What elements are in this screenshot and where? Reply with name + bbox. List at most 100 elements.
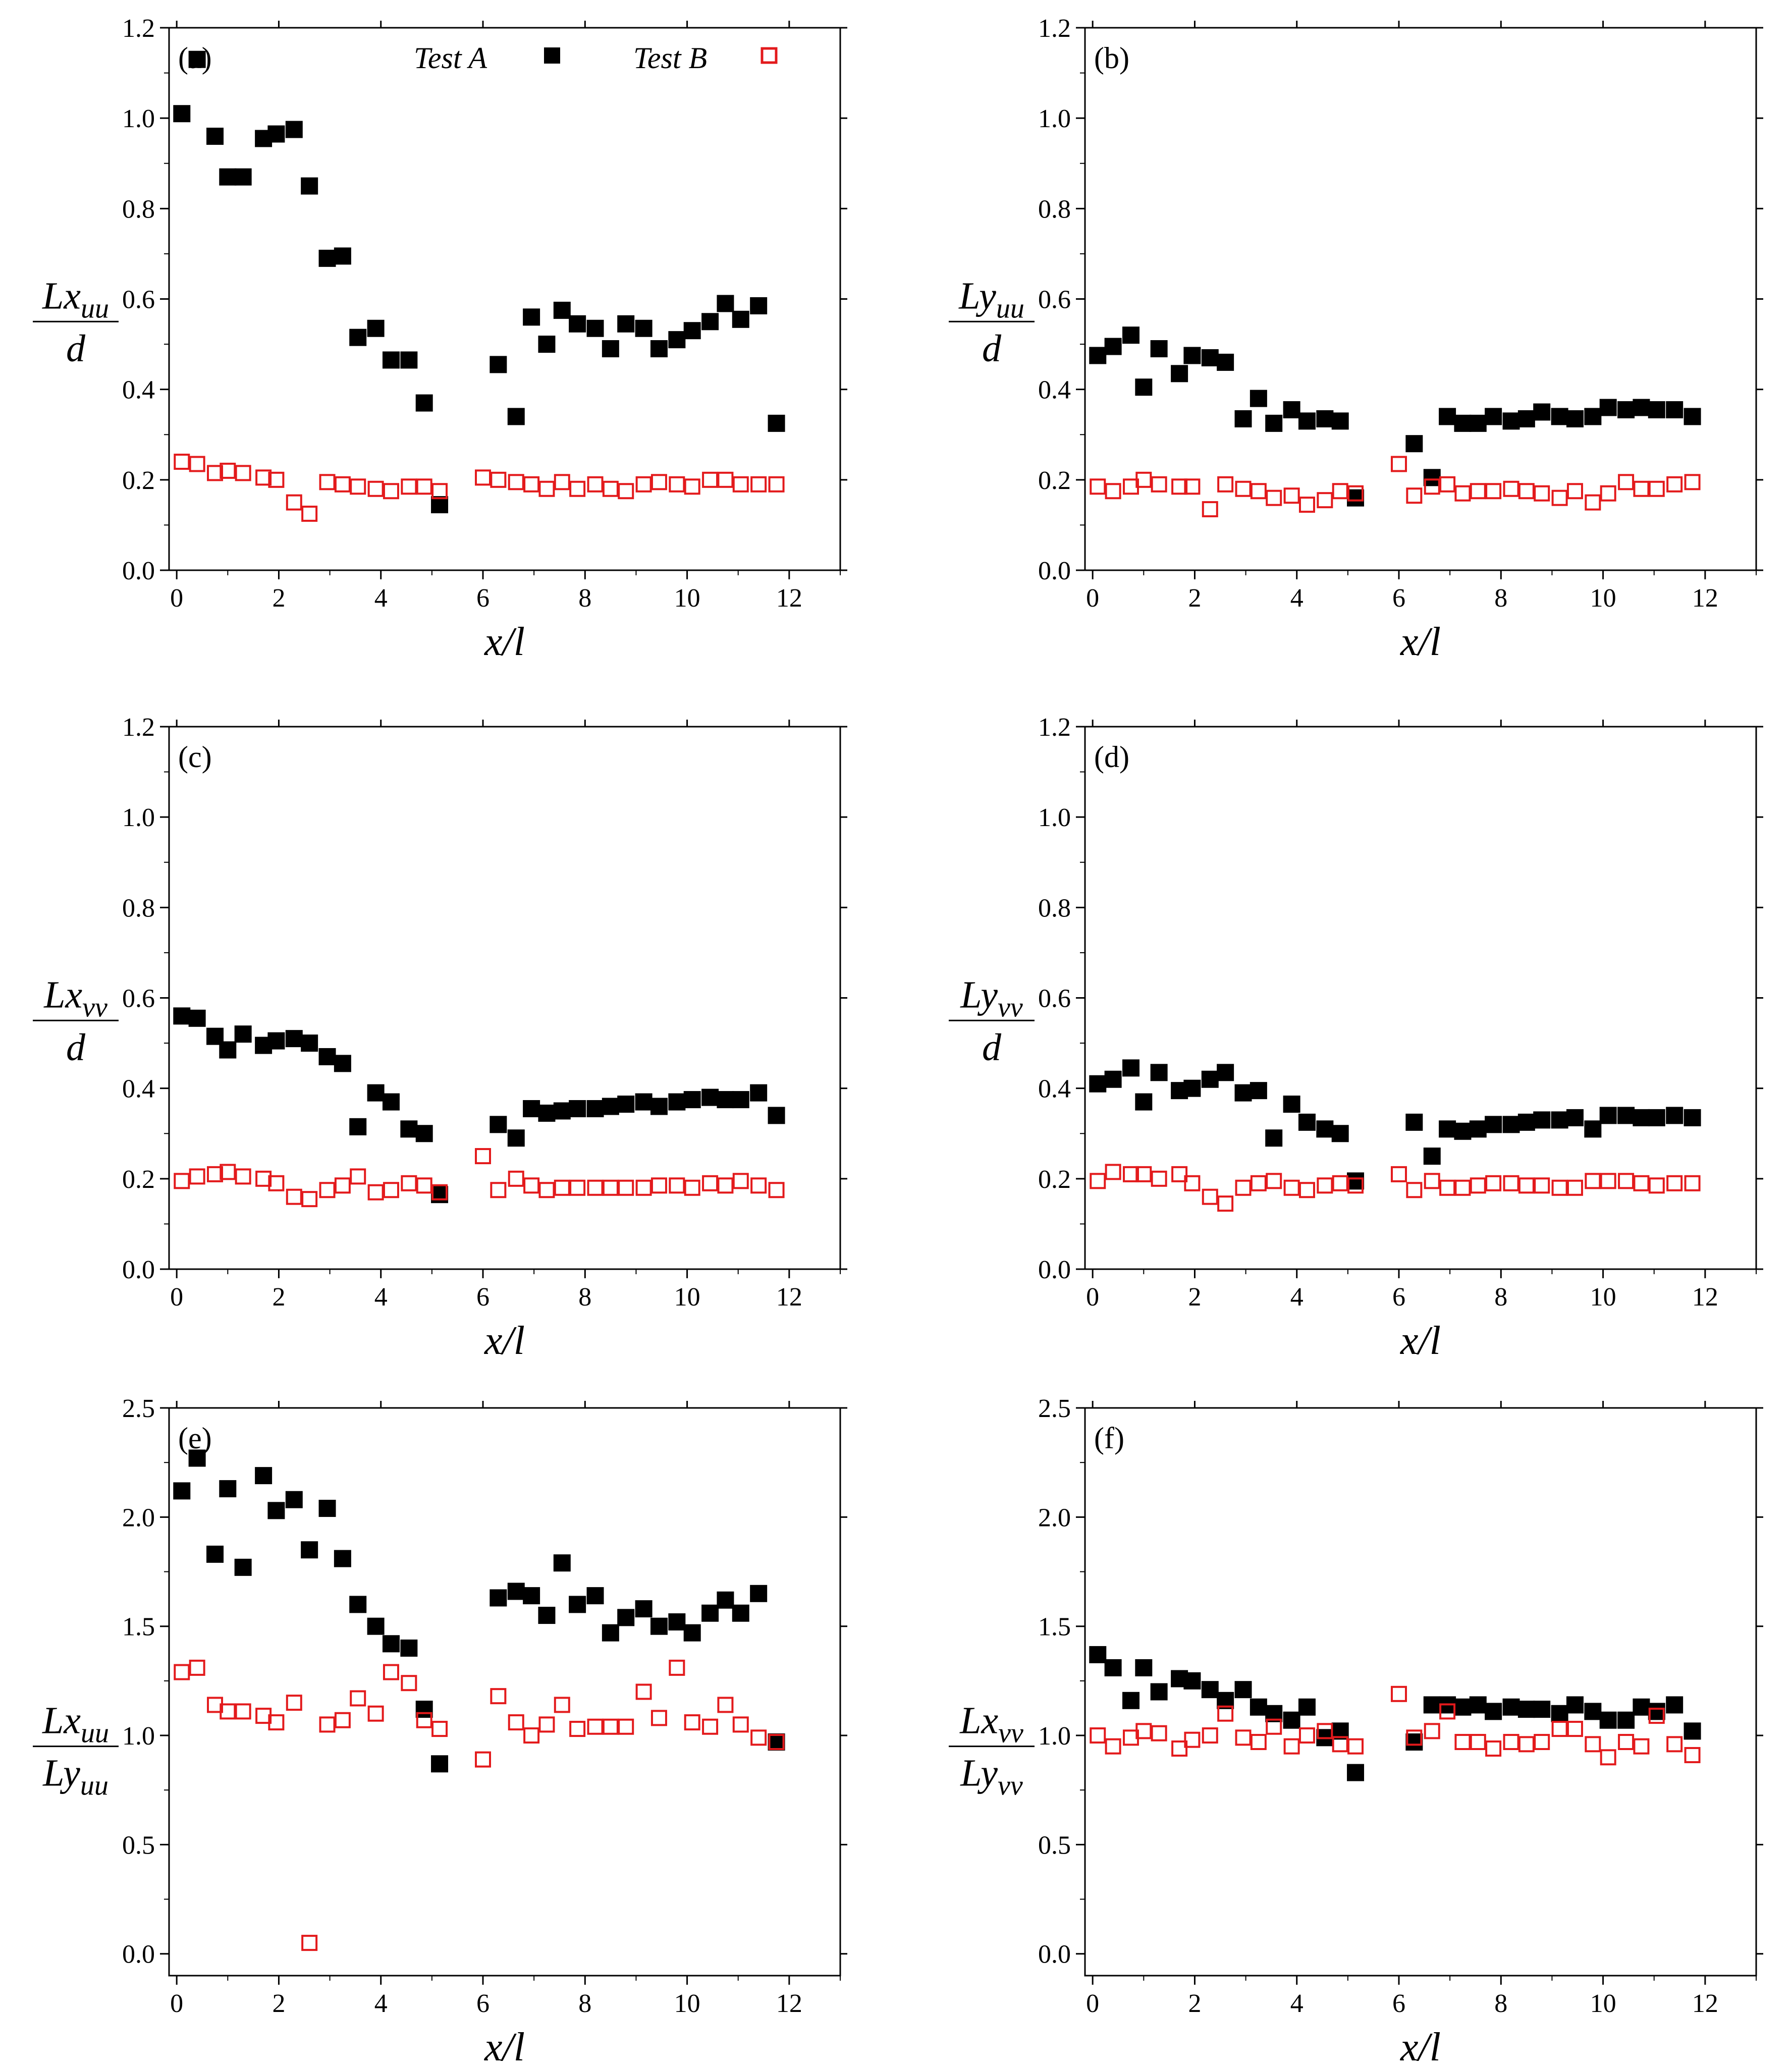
data-point: [285, 121, 303, 138]
data-point: [1566, 410, 1584, 427]
panel-f-frame: [1084, 1407, 1757, 1977]
data-point: [286, 494, 302, 511]
data-point: [1648, 480, 1665, 497]
data-point: [586, 1587, 604, 1605]
data-point: [523, 308, 540, 326]
data-point: [1618, 1173, 1635, 1189]
data-point: [553, 1102, 571, 1120]
data-point: [318, 1500, 336, 1517]
data-point: [219, 1480, 237, 1498]
data-point: [1684, 408, 1701, 425]
panel-b-x-tick-label: 2: [1188, 584, 1201, 613]
data-point: [431, 1721, 448, 1737]
legend-marker-test-b: [761, 47, 778, 64]
data-point: [635, 476, 652, 493]
data-point: [173, 1482, 191, 1500]
data-point: [1217, 1195, 1234, 1212]
panel-e-y-axis-label-numerator: Lxuu: [42, 1700, 109, 1749]
data-point: [1217, 476, 1234, 493]
data-point: [1089, 1075, 1107, 1093]
panel-e-x-tick-label: 12: [776, 1989, 802, 2018]
data-point: [1648, 1109, 1665, 1126]
data-point: [1298, 412, 1316, 430]
data-point: [668, 1093, 686, 1111]
data-point: [1266, 1173, 1282, 1189]
data-point: [219, 168, 237, 186]
data-point: [1585, 1736, 1601, 1753]
data-point: [553, 301, 571, 319]
panel-d-label: (d): [1094, 740, 1129, 774]
data-point: [602, 1179, 619, 1196]
data-point: [1534, 1734, 1550, 1751]
data-point: [1684, 1722, 1701, 1740]
data-point: [1517, 410, 1535, 427]
data-point: [569, 315, 586, 333]
data-point: [1533, 1111, 1551, 1129]
data-point: [1684, 474, 1701, 491]
data-point: [1518, 1736, 1535, 1753]
data-point: [683, 1091, 701, 1109]
data-point: [189, 1659, 205, 1676]
data-point: [1485, 1740, 1502, 1757]
data-point: [174, 454, 190, 470]
data-point: [553, 1554, 571, 1572]
data-point: [1391, 1685, 1407, 1702]
panel-a-y-tick-label: 0.6: [122, 286, 155, 314]
data-point: [1201, 1070, 1219, 1088]
panel-c: 0 2 4 6 8 10 12 0.0 0.2 0.4 0.6 0.8 1.0 1.2 (c) x/l Lxvv…: [33, 713, 847, 1363]
data-point: [255, 1170, 272, 1187]
data-point: [1283, 487, 1300, 504]
panel-c-series-test-a: [173, 1007, 785, 1204]
panel-d-x-tick-label: 2: [1188, 1283, 1201, 1312]
data-point: [475, 1751, 492, 1768]
data-point: [1599, 399, 1617, 416]
data-point: [416, 478, 432, 495]
data-point: [1633, 1738, 1650, 1755]
data-point: [173, 1007, 191, 1025]
data-point: [1617, 401, 1635, 418]
panel-d: 0 2 4 6 8 10 12 0.0 0.2 0.4 0.6 0.8 1.0 1.2 (d) x/l Lyvv…: [949, 713, 1763, 1363]
data-point: [508, 1170, 524, 1187]
data-point: [1648, 401, 1665, 418]
panel-f-x-tick-label: 0: [1086, 1989, 1099, 2018]
data-point: [1666, 476, 1683, 493]
data-point: [1469, 1696, 1487, 1714]
panel-b: 0 2 4 6 8 10 12 0.0 0.2 0.4 0.6 0.8 1.0 1.2 (b) x/l Lyuu…: [949, 14, 1763, 664]
data-point: [350, 1690, 366, 1707]
data-point: [334, 1055, 351, 1072]
data-point: [1151, 1170, 1167, 1187]
data-point: [538, 480, 555, 497]
data-point: [538, 1104, 556, 1122]
data-point: [684, 478, 700, 495]
data-point: [319, 474, 336, 491]
data-point: [1406, 1182, 1423, 1199]
data-point: [717, 471, 734, 488]
data-point: [1316, 1120, 1334, 1138]
data-point: [1347, 1177, 1364, 1194]
data-point: [1090, 1173, 1106, 1189]
data-point: [1150, 1683, 1168, 1701]
data-point: [383, 483, 399, 500]
panel-f-y-tick-label: 2.0: [1038, 1503, 1071, 1532]
data-point: [618, 1179, 634, 1196]
data-point: [554, 1179, 570, 1196]
data-point: [173, 105, 191, 123]
data-point: [1503, 1175, 1519, 1191]
panel-e-x-axis-label: x/l: [484, 2025, 525, 2069]
data-point: [1566, 1179, 1583, 1196]
data-point: [750, 1585, 768, 1602]
panel-f-x-tick-label: 8: [1494, 1989, 1507, 2018]
data-point: [750, 476, 767, 493]
data-point: [1332, 1175, 1348, 1191]
data-point: [1122, 326, 1140, 344]
panel-f-y-tick-label: 0.0: [1038, 1940, 1071, 1969]
data-point: [1633, 1175, 1650, 1191]
panel-a-x-tick-label: 12: [776, 584, 802, 613]
data-point: [1633, 399, 1650, 416]
data-point: [1283, 401, 1300, 418]
panel-c-x-tick-label: 2: [272, 1283, 285, 1312]
data-point: [1600, 485, 1616, 502]
panel-b-y-tick-label: 0.6: [1038, 286, 1071, 314]
data-point: [1316, 410, 1334, 427]
data-point: [267, 125, 285, 143]
